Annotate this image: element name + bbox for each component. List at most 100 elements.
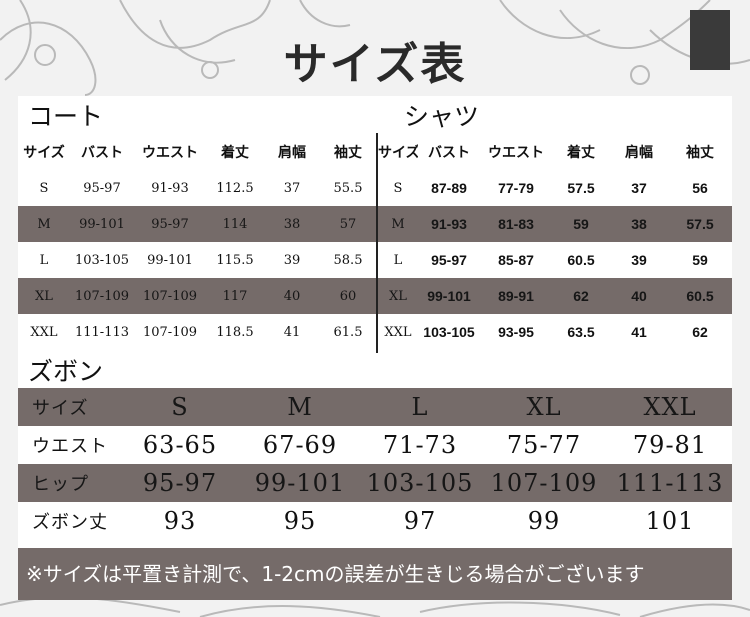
table-cell: 93-95 xyxy=(480,314,552,350)
table-cell: 89-91 xyxy=(480,278,552,314)
table-cell: 55.5 xyxy=(320,170,376,206)
column-header: バスト xyxy=(70,133,134,170)
table-header-row: サイズ バスト ウエスト 着丈 肩幅 袖丈 xyxy=(18,133,376,170)
table-cell: 79-81 xyxy=(608,426,732,464)
pants-size-table: サイズ S M L XL XXL ウエスト 63-65 67-69 71-73 75-77 79-81… xyxy=(18,388,732,540)
table-cell: 107-109 xyxy=(70,278,134,314)
table-cell: 91-93 xyxy=(418,206,480,242)
table-cell: 91-93 xyxy=(134,170,206,206)
table-cell: 58.5 xyxy=(320,242,376,278)
table-cell: 99-101 xyxy=(70,206,134,242)
table-cell: 63-65 xyxy=(120,426,240,464)
table-row: サイズ S M L XL XXL xyxy=(18,388,732,426)
table-cell: 103-105 xyxy=(418,314,480,350)
table-cell: 56 xyxy=(668,170,732,206)
table-cell: 62 xyxy=(668,314,732,350)
table-cell: 99-101 xyxy=(418,278,480,314)
measurement-note-text: ※サイズは平置き計測で、1-2cmの誤差が生きじる場合がございます xyxy=(26,562,645,586)
column-header: サイズ xyxy=(18,133,70,170)
table-cell: 85-87 xyxy=(480,242,552,278)
table-cell: 93 xyxy=(120,502,240,540)
table-cell: 99-101 xyxy=(240,464,360,502)
table-cell: 95 xyxy=(240,502,360,540)
table-header-row: サイズ バスト ウエスト 着丈 肩幅 袖丈 xyxy=(378,133,732,170)
table-row: XL 99-101 89-91 62 40 60.5 xyxy=(378,278,732,314)
coat-size-table: サイズ バスト ウエスト 着丈 肩幅 袖丈 S 95-97 91-93 112.5 37 55.5 M 9… xyxy=(18,133,376,350)
table-cell: 107-109 xyxy=(134,314,206,350)
table-cell: 111-113 xyxy=(70,314,134,350)
table-cell: 60.5 xyxy=(668,278,732,314)
table-cell: XXL xyxy=(18,314,70,350)
table-cell: 95-97 xyxy=(70,170,134,206)
table-cell: 97 xyxy=(360,502,480,540)
column-divider xyxy=(376,133,378,353)
column-header: サイズ xyxy=(378,133,418,170)
table-cell: L xyxy=(378,242,418,278)
table-cell: 99-101 xyxy=(134,242,206,278)
table-cell: 75-77 xyxy=(480,426,608,464)
table-cell: 87-89 xyxy=(418,170,480,206)
table-row: ズボン丈 93 95 97 99 101 xyxy=(18,502,732,540)
column-header: 肩幅 xyxy=(610,133,668,170)
measurement-note: ※サイズは平置き計測で、1-2cmの誤差が生きじる場合がございます xyxy=(18,548,732,600)
table-cell: 40 xyxy=(264,278,320,314)
table-cell: XL xyxy=(18,278,70,314)
column-header: 着丈 xyxy=(206,133,264,170)
table-cell: 38 xyxy=(610,206,668,242)
table-cell: ウエスト xyxy=(18,426,120,464)
coat-section-title: コート xyxy=(28,102,104,131)
shirt-section-title: シャツ xyxy=(404,102,480,131)
table-cell: M xyxy=(240,388,360,426)
table-cell: M xyxy=(18,206,70,242)
table-row: M 91-93 81-83 59 38 57.5 xyxy=(378,206,732,242)
table-cell: 60 xyxy=(320,278,376,314)
table-cell: 40 xyxy=(610,278,668,314)
table-cell: 118.5 xyxy=(206,314,264,350)
table-cell: L xyxy=(360,388,480,426)
pants-section-title: ズボン xyxy=(28,357,104,386)
table-cell: XL xyxy=(480,388,608,426)
table-cell: 117 xyxy=(206,278,264,314)
table-row: S 87-89 77-79 57.5 37 56 xyxy=(378,170,732,206)
table-cell: 57 xyxy=(320,206,376,242)
table-cell: 99 xyxy=(480,502,608,540)
table-row: L 95-97 85-87 60.5 39 59 xyxy=(378,242,732,278)
table-cell: 107-109 xyxy=(134,278,206,314)
table-cell: 95-97 xyxy=(134,206,206,242)
table-row: ヒップ 95-97 99-101 103-105 107-109 111-113 xyxy=(18,464,732,502)
column-header: 着丈 xyxy=(552,133,610,170)
table-cell: S xyxy=(18,170,70,206)
table-row: XL 107-109 107-109 117 40 60 xyxy=(18,278,376,314)
table-cell: 61.5 xyxy=(320,314,376,350)
table-cell: 38 xyxy=(264,206,320,242)
page-title: サイズ表 xyxy=(283,39,467,90)
table-cell: 101 xyxy=(608,502,732,540)
table-cell: 67-69 xyxy=(240,426,360,464)
table-cell: S xyxy=(120,388,240,426)
table-cell: 107-109 xyxy=(480,464,608,502)
table-cell: 59 xyxy=(552,206,610,242)
table-cell: 95-97 xyxy=(120,464,240,502)
table-cell: 62 xyxy=(552,278,610,314)
table-cell: 60.5 xyxy=(552,242,610,278)
table-cell: 59 xyxy=(668,242,732,278)
shirt-size-table: サイズ バスト ウエスト 着丈 肩幅 袖丈 S 87-89 77-79 57.5 37 56 M 91-9… xyxy=(378,133,732,350)
table-row: XXL 111-113 107-109 118.5 41 61.5 xyxy=(18,314,376,350)
table-cell: 95-97 xyxy=(418,242,480,278)
column-header: バスト xyxy=(418,133,480,170)
column-header: 肩幅 xyxy=(264,133,320,170)
table-cell: 57.5 xyxy=(552,170,610,206)
table-cell: 103-105 xyxy=(70,242,134,278)
table-cell: 41 xyxy=(264,314,320,350)
table-cell: XXL xyxy=(378,314,418,350)
table-cell: 63.5 xyxy=(552,314,610,350)
table-cell: 81-83 xyxy=(480,206,552,242)
table-cell: 111-113 xyxy=(608,464,732,502)
table-cell: 41 xyxy=(610,314,668,350)
table-row: ウエスト 63-65 67-69 71-73 75-77 79-81 xyxy=(18,426,732,464)
table-cell: 37 xyxy=(264,170,320,206)
table-cell: XXL xyxy=(608,388,732,426)
table-row: M 99-101 95-97 114 38 57 xyxy=(18,206,376,242)
table-cell: 77-79 xyxy=(480,170,552,206)
table-cell: 39 xyxy=(610,242,668,278)
